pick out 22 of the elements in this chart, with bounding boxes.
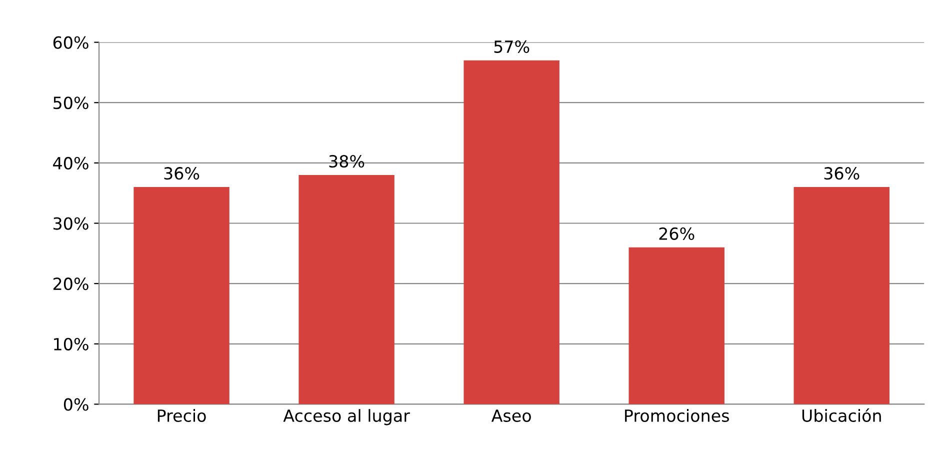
bar [464, 60, 560, 404]
y-tick-label: 60% [53, 36, 88, 49]
y-tick-label: 10% [54, 338, 88, 350]
x-tick-label: Aseo [491, 410, 531, 422]
y-tick-label: 0% [64, 398, 88, 411]
y-tick-label: 50% [54, 96, 88, 110]
x-tick-label: Precio [158, 409, 206, 422]
bar [628, 247, 724, 404]
x-tick-label: Ubicación [802, 408, 881, 422]
bar [794, 187, 890, 404]
y-tick-label: 40% [53, 156, 88, 170]
x-tick-label: Acceso al lugar [283, 409, 410, 426]
data-label: 36% [164, 167, 200, 180]
bar [134, 187, 230, 404]
bar [298, 174, 394, 404]
data-label: 57% [494, 40, 530, 53]
x-tick-label: Promociones [625, 409, 729, 422]
data-label: 26% [659, 227, 694, 240]
data-label: 38% [329, 154, 364, 168]
y-tick-label: 30% [54, 217, 88, 230]
data-label: 36% [824, 167, 860, 180]
y-tick-label: 20% [53, 278, 88, 290]
